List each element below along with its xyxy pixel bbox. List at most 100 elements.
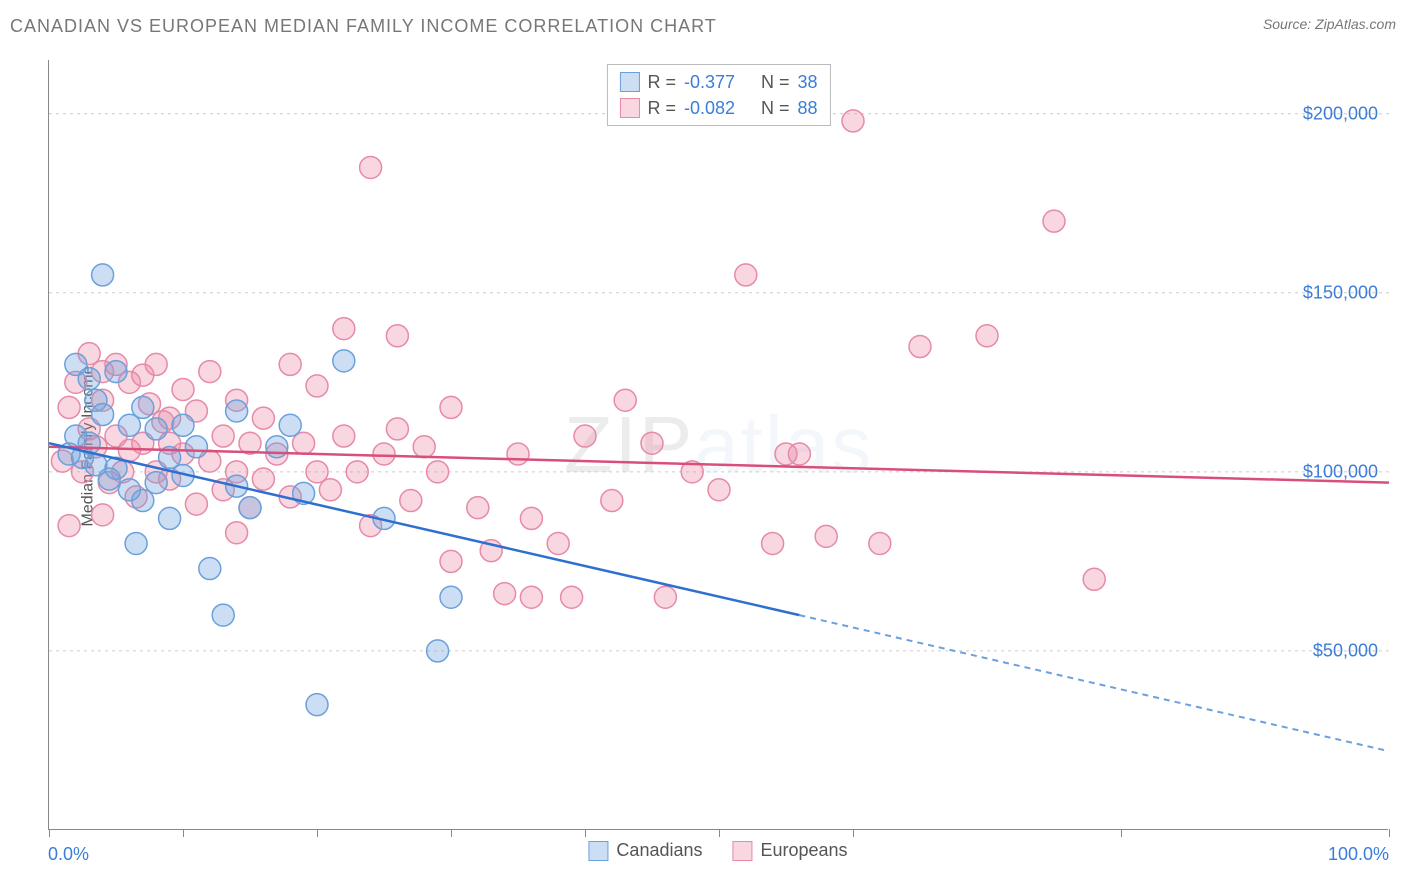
legend-swatch [588,841,608,861]
europeans-point [58,515,80,537]
x-tick [317,829,318,837]
canadians-point [427,640,449,662]
europeans-point [346,461,368,483]
canadians-point [172,414,194,436]
x-tick [853,829,854,837]
europeans-point [279,353,301,375]
europeans-point [212,425,234,447]
correlation-legend: R =-0.377N =38R =-0.082N =88 [606,64,830,126]
europeans-point [815,525,837,547]
europeans-point [788,443,810,465]
canadians-point [266,436,288,458]
europeans-point [507,443,529,465]
europeans-point [373,443,395,465]
europeans-point [306,375,328,397]
canadians-point [239,497,261,519]
canadians-point [212,604,234,626]
europeans-point [413,436,435,458]
x-tick [49,829,50,837]
x-tick [585,829,586,837]
europeans-point [333,318,355,340]
canadians-point [159,507,181,529]
europeans-point [1083,568,1105,590]
europeans-point [561,586,583,608]
legend-n-label: N = [761,69,790,95]
europeans-point [440,550,462,572]
plot-area: R =-0.377N =38R =-0.082N =88 ZIPatlas $5… [48,60,1388,830]
series-legend-label: Europeans [760,840,847,861]
canadians-point [226,400,248,422]
canadians-point [92,264,114,286]
europeans-point [574,425,596,447]
series-legend: Canadians Europeans [588,840,847,861]
europeans-point [654,586,676,608]
europeans-point [252,407,274,429]
europeans-point [199,361,221,383]
y-tick-label: $50,000 [1313,640,1378,661]
y-tick-label: $200,000 [1303,103,1378,124]
europeans-point [869,532,891,554]
x-axis-min-label: 0.0% [48,844,89,865]
europeans-point [467,497,489,519]
source-label: Source: [1263,16,1315,32]
europeans-point [909,336,931,358]
europeans-point [708,479,730,501]
legend-swatch [619,98,639,118]
europeans-point [601,490,623,512]
series-legend-label: Canadians [616,840,702,861]
europeans-point [641,432,663,454]
europeans-point [172,378,194,400]
x-tick [1389,829,1390,837]
source-value: ZipAtlas.com [1315,16,1396,32]
legend-r-value: -0.082 [684,95,735,121]
legend-n-label: N = [761,95,790,121]
x-tick [183,829,184,837]
legend-swatch [619,72,639,92]
europeans-point [226,522,248,544]
europeans-point [520,586,542,608]
source-attribution: Source: ZipAtlas.com [1263,16,1396,32]
legend-n-value: 38 [798,69,818,95]
europeans-point [252,468,274,490]
legend-row: R =-0.377N =38 [619,69,817,95]
europeans-point [762,532,784,554]
legend-r-label: R = [647,69,676,95]
canadians-point [306,694,328,716]
europeans-point [145,353,167,375]
europeans-point [427,461,449,483]
chart-title: CANADIAN VS EUROPEAN MEDIAN FAMILY INCOM… [10,16,717,36]
europeans-point [494,583,516,605]
canadians-point [92,404,114,426]
legend-row: R = -0.082 N = 88 [619,95,817,121]
y-tick-label: $100,000 [1303,461,1378,482]
canadians-point [105,361,127,383]
europeans-point [386,325,408,347]
y-tick-label: $150,000 [1303,282,1378,303]
x-tick [719,829,720,837]
europeans-point [319,479,341,501]
canadians-point [199,558,221,580]
europeans-point [614,389,636,411]
europeans-point [842,110,864,132]
europeans-point [360,156,382,178]
europeans-point [386,418,408,440]
canadians-point [125,532,147,554]
europeans-point [1043,210,1065,232]
europeans-point [400,490,422,512]
europeans-point [92,504,114,526]
europeans-point [520,507,542,529]
chart-header: CANADIAN VS EUROPEAN MEDIAN FAMILY INCOM… [10,16,1396,46]
canadians-point [440,586,462,608]
legend-r-label: R = [647,95,676,121]
canadians-point [132,396,154,418]
europeans-point [547,532,569,554]
trend-line [49,447,1389,483]
canadians-point [145,472,167,494]
trend-line [799,615,1389,751]
plot-svg [49,60,1388,829]
europeans-point [440,396,462,418]
series-legend-item: Europeans [732,840,847,861]
legend-swatch [732,841,752,861]
legend-n-value: 88 [798,95,818,121]
europeans-point [58,396,80,418]
